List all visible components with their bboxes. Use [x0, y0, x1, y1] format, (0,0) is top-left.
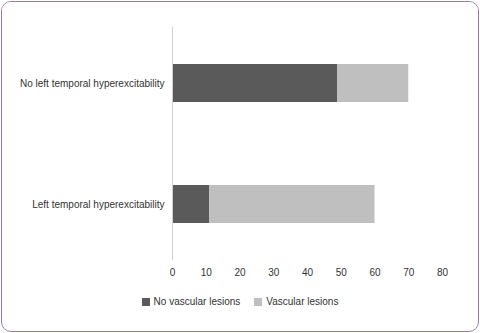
svg-text:0: 0 — [170, 267, 176, 278]
html-text:No vascular lesions: No vascular lesions — [153, 296, 241, 307]
svg-text:30: 30 — [268, 267, 280, 278]
svg-text:50: 50 — [336, 267, 348, 278]
svg-text:40: 40 — [302, 267, 314, 278]
svg-text:Left temporal hyperexcitabilit: Left temporal hyperexcitability — [32, 199, 164, 210]
svg-text:20: 20 — [234, 267, 246, 278]
svg-text:No left temporal hyperexcitabi: No left temporal hyperexcitability — [20, 78, 165, 89]
svg-text:60: 60 — [369, 267, 381, 278]
html-text:Vascular lesions: Vascular lesions — [266, 296, 339, 307]
svg-text:80: 80 — [437, 267, 449, 278]
svg-text:10: 10 — [201, 267, 213, 278]
svg-text:70: 70 — [403, 267, 415, 278]
